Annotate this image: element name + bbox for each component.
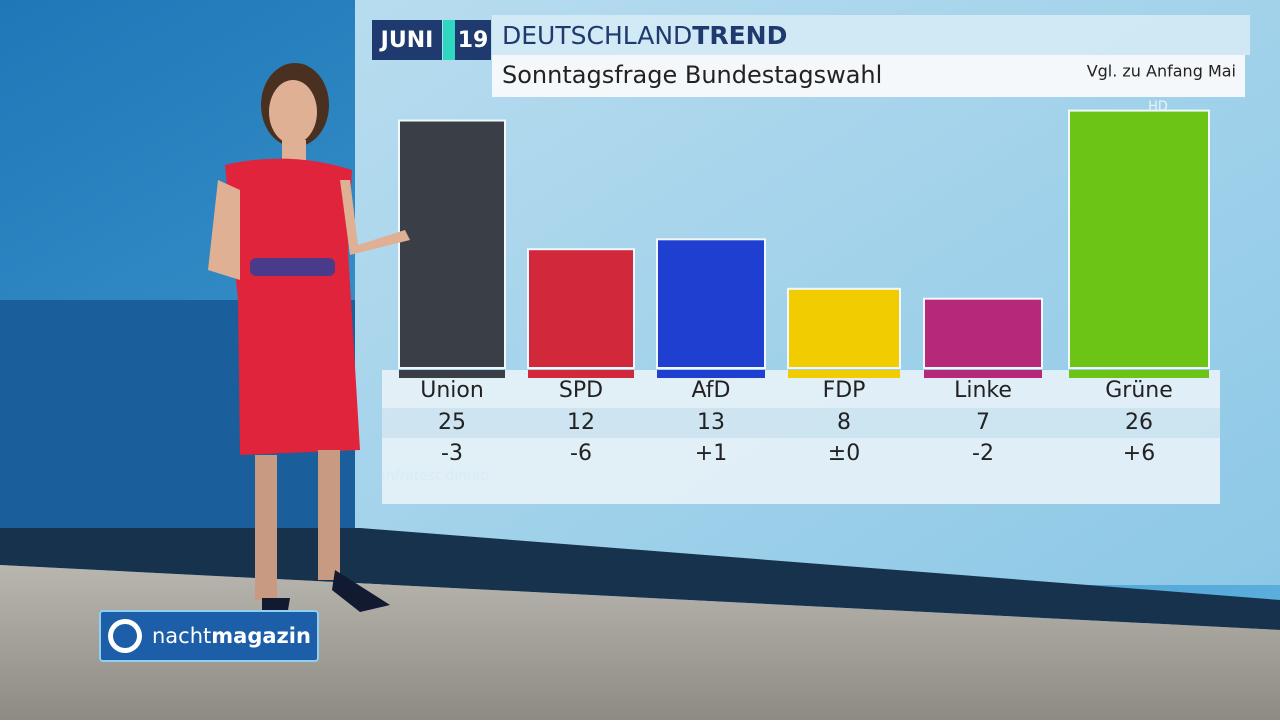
bar-foot (924, 370, 1042, 378)
bar (787, 287, 901, 369)
category-label: Linke (954, 378, 1012, 403)
brand-light: DEUTSCHLAND (502, 21, 692, 50)
bar-foot (399, 370, 505, 378)
change-label: ±0 (828, 441, 860, 466)
logo-icon-inner (113, 624, 137, 648)
year: 19 (458, 28, 489, 53)
presenter (208, 63, 410, 612)
value-label: 26 (1125, 410, 1153, 435)
category-label: SPD (559, 378, 603, 403)
change-label: -2 (972, 441, 994, 466)
bar (527, 248, 635, 369)
logo-bold: magazin (211, 624, 311, 648)
change-label: -3 (441, 441, 463, 466)
subtitle-bar (492, 55, 1245, 97)
source: infratest dimap (382, 468, 489, 484)
value-label: 12 (567, 410, 595, 435)
bar-foot (1069, 370, 1209, 378)
change-label: -6 (570, 441, 592, 466)
bar-foot (788, 370, 900, 378)
change-label: +6 (1123, 441, 1155, 466)
change-label: +1 (695, 441, 727, 466)
year-box (455, 20, 491, 60)
category-label: AfD (692, 378, 731, 403)
logo-text: nachtmagazin (152, 624, 311, 648)
brand-bold: TREND (692, 21, 787, 50)
bar (656, 238, 766, 369)
logo: nachtmagazin (99, 610, 319, 662)
brand: DEUTSCHLANDTREND (502, 21, 787, 50)
header: JUNI 19 DEUTSCHLANDTREND Sonntagsfrage B… (372, 15, 1250, 115)
value-label: 7 (976, 410, 990, 435)
chart-title: Sonntagsfrage Bundestagswahl (502, 61, 882, 89)
table-row (382, 408, 1220, 438)
value-label: 8 (837, 410, 851, 435)
category-label: FDP (823, 378, 866, 403)
hd-badge: HD (1148, 100, 1168, 115)
month-box (372, 20, 442, 60)
table-row (382, 438, 1220, 504)
category-label: Grüne (1105, 378, 1173, 403)
value-label: 13 (697, 410, 725, 435)
logo-box (99, 610, 319, 662)
category-label: Union (420, 378, 484, 403)
month: JUNI (379, 28, 434, 53)
bar (923, 297, 1043, 370)
chart: Union 25 -3 SPD 12 -6 AfD 13 +1 FDP 8 ±0 Linke 7 -2 Grü… (382, 109, 1220, 504)
logo-light: nacht (152, 624, 211, 648)
comparison-note: Vgl. zu Anfang Mai (1087, 62, 1236, 81)
bar-foot (528, 370, 634, 378)
value-label: 25 (438, 410, 466, 435)
bar (398, 119, 506, 369)
bar (1068, 109, 1210, 369)
title-bar (492, 15, 1250, 55)
studio-floor (0, 565, 1280, 720)
accent (443, 20, 455, 60)
bar-foot (657, 370, 765, 378)
